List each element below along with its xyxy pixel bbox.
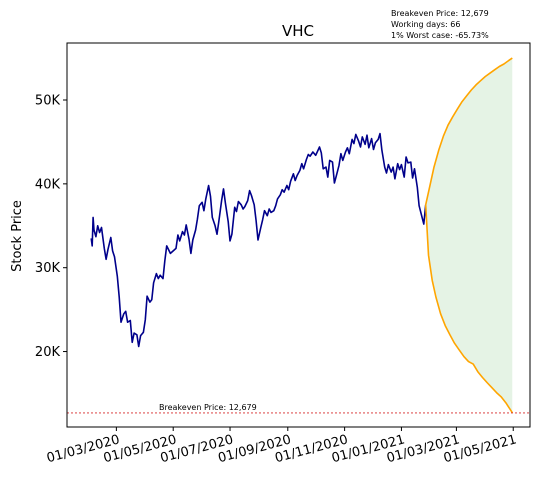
info-worst-case: 1% Worst case: -65.73% [391,31,489,40]
y-tick-label: 40K [35,177,61,192]
info-breakeven: Breakeven Price: 12,679 [391,9,489,18]
y-axis-label: Stock Price [10,200,25,272]
forecast-band [425,58,513,413]
forecast-lower-line [424,204,513,414]
y-tick-label: 50K [35,94,61,109]
y-tick-label: 30K [35,261,61,276]
y-tick-label: 20K [35,345,61,360]
historical-price-line [90,132,427,348]
chart-title: VHC [282,22,314,40]
plot-frame [66,42,531,428]
info-working-days: Working days: 66 [391,20,460,29]
series-layer [90,57,513,414]
confidence-band-layer [425,58,513,413]
forecast-upper-line [424,57,513,205]
x-axis: 01/03/202001/05/202001/07/202001/09/2020… [45,427,518,466]
breakeven-label: Breakeven Price: 12,679 [159,403,257,412]
y-axis: 20K 30K 40K 50K [35,94,67,360]
